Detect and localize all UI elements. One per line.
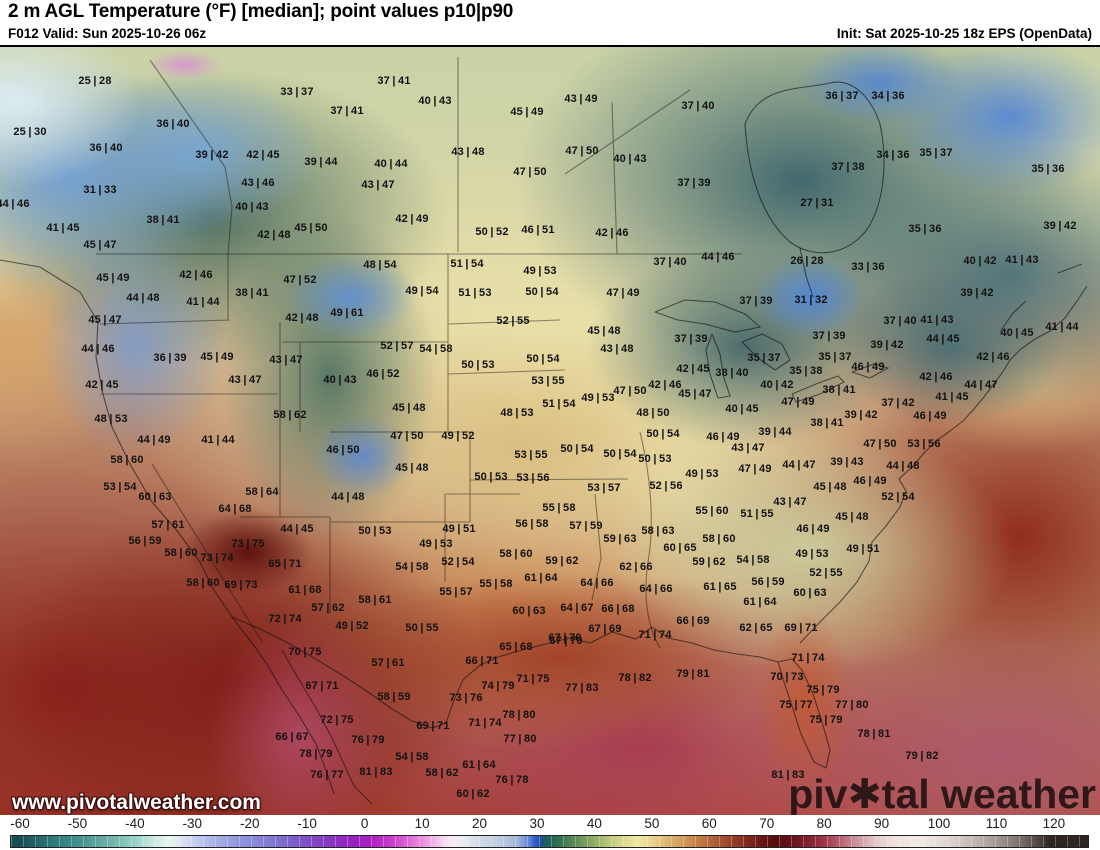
colorbar-tick: 90 [874,816,890,831]
valid-time-label: F012 Valid: Sun 2025-10-26 06z [8,26,207,41]
colorbar-tick: -20 [239,816,260,831]
colorbar-tick: 110 [985,816,1008,831]
colorbar-tick: -60 [10,816,30,831]
page-title: 2 m AGL Temperature (°F) [median]; point… [8,1,514,22]
init-time-label: Init: Sat 2025-10-25 18z EPS (OpenData) [836,26,1092,41]
colorbar-gradient [10,835,1089,848]
colorbar-tick: 0 [360,816,369,831]
colorbar-tick: -10 [297,816,317,831]
geo-borders-overlay [0,57,1088,805]
colorbar-segment-lines [11,836,1088,847]
colorbar-tick: 70 [759,816,775,831]
colorbar-tick: 60 [701,816,717,831]
colorbar-tick: -50 [67,816,88,831]
watermark-brand-logo: piv✱tal weather [788,771,1096,817]
colorbar-tick: -40 [125,816,145,831]
colorbar-tick: 50 [644,816,660,831]
temperature-map [0,45,1100,815]
temperature-colorbar: -60 -50 -40 -30 -20 -10 0 10 20 30 40 50 60 70 80 90 100… [0,815,1100,850]
colorbar-tick: 30 [529,816,545,831]
colorbar-tick: 10 [414,816,430,831]
colorbar-tick: 20 [472,816,488,831]
colorbar-tick-labels: -60 -50 -40 -30 -20 -10 0 10 20 30 40 50 60 70 80 90 100… [0,816,1100,834]
colorbar-tick: 120 [1042,816,1066,831]
colorbar-tick: 80 [816,816,832,831]
colorbar-tick: 40 [586,816,602,831]
watermark-url: www.pivotalweather.com [12,791,261,814]
map-header: 2 m AGL Temperature (°F) [median]; point… [0,0,1100,45]
temperature-field-raster [0,47,1100,815]
colorbar-tick: 100 [927,816,951,831]
colorbar-tick: -30 [182,816,203,831]
